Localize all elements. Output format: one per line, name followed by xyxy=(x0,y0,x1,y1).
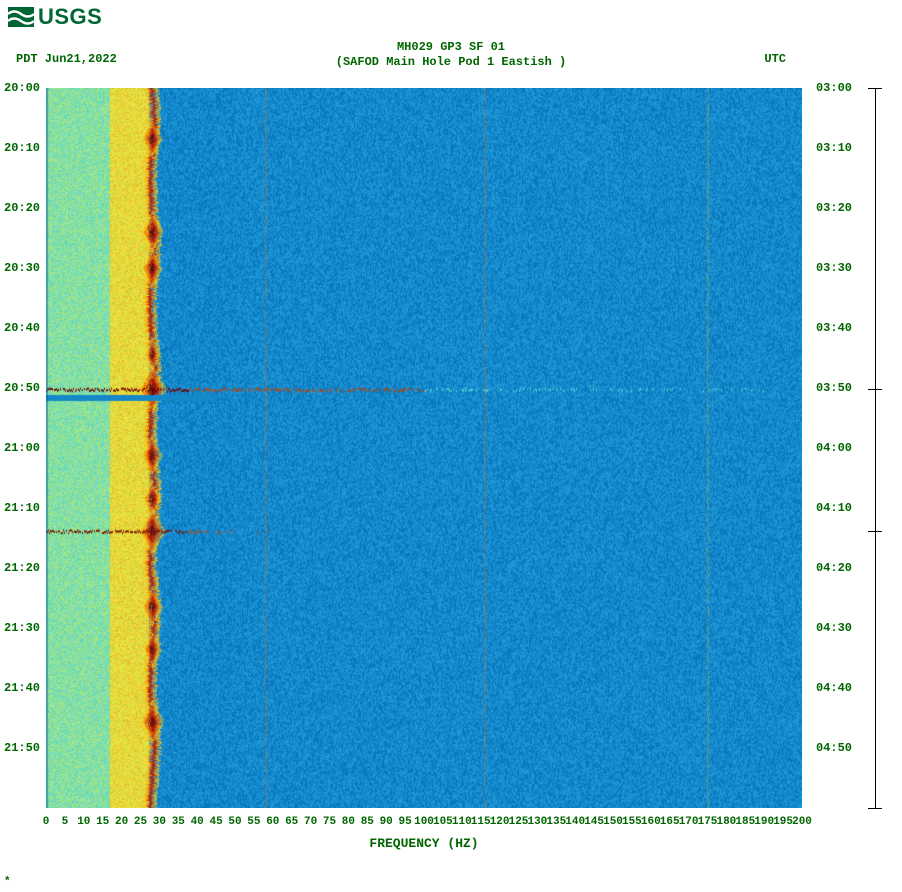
y-left-tick: 21:10 xyxy=(4,501,40,515)
x-tick: 15 xyxy=(96,816,109,828)
x-tick: 125 xyxy=(509,816,529,828)
y-right-tick: 03:00 xyxy=(816,81,852,95)
x-tick: 60 xyxy=(266,816,279,828)
x-tick: 30 xyxy=(153,816,166,828)
amplitude-scale xyxy=(862,88,888,808)
x-tick: 105 xyxy=(433,816,453,828)
x-tick: 160 xyxy=(641,816,661,828)
x-axis-label: FREQUENCY (HZ) xyxy=(46,836,802,851)
y-right-tick: 03:20 xyxy=(816,201,852,215)
x-tick: 135 xyxy=(546,816,566,828)
x-tick: 175 xyxy=(698,816,718,828)
x-tick: 190 xyxy=(754,816,774,828)
x-tick: 110 xyxy=(452,816,472,828)
footer-mark: * xyxy=(4,876,11,888)
y-right-tick: 04:20 xyxy=(816,561,852,575)
x-tick: 115 xyxy=(471,816,491,828)
x-tick: 75 xyxy=(323,816,336,828)
y-left-tick: 21:00 xyxy=(4,441,40,455)
usgs-logo: USGS xyxy=(8,4,102,30)
x-tick: 170 xyxy=(679,816,699,828)
x-tick: 70 xyxy=(304,816,317,828)
y-left-tick: 20:20 xyxy=(4,201,40,215)
wave-icon xyxy=(8,7,34,27)
y-left-tick: 21:30 xyxy=(4,621,40,635)
x-tick: 195 xyxy=(773,816,793,828)
x-tick: 155 xyxy=(622,816,642,828)
x-tick: 5 xyxy=(62,816,69,828)
x-tick: 10 xyxy=(77,816,90,828)
y-right-tick: 03:10 xyxy=(816,141,852,155)
scale-line xyxy=(875,88,876,808)
x-tick: 95 xyxy=(398,816,411,828)
y-left-tick: 21:50 xyxy=(4,741,40,755)
x-tick: 165 xyxy=(660,816,680,828)
x-tick: 35 xyxy=(172,816,185,828)
x-tick: 20 xyxy=(115,816,128,828)
y-right-tick: 03:40 xyxy=(816,321,852,335)
x-tick: 100 xyxy=(414,816,434,828)
x-tick: 145 xyxy=(584,816,604,828)
x-tick: 80 xyxy=(342,816,355,828)
scale-tick xyxy=(868,531,882,532)
x-tick: 150 xyxy=(603,816,623,828)
x-tick: 140 xyxy=(565,816,585,828)
y-right-tick: 04:40 xyxy=(816,681,852,695)
header-left: PDT Jun21,2022 xyxy=(16,52,117,66)
y-left-tick: 21:40 xyxy=(4,681,40,695)
x-tick: 130 xyxy=(527,816,547,828)
x-tick: 85 xyxy=(361,816,374,828)
y-left-tick: 21:20 xyxy=(4,561,40,575)
scale-tick xyxy=(868,88,882,89)
x-tick: 55 xyxy=(247,816,260,828)
x-tick: 25 xyxy=(134,816,147,828)
y-right-tick: 04:10 xyxy=(816,501,852,515)
scale-tick xyxy=(868,808,882,809)
y-left-tick: 20:10 xyxy=(4,141,40,155)
spectrogram-canvas xyxy=(46,88,802,808)
x-tick: 120 xyxy=(490,816,510,828)
x-tick: 40 xyxy=(191,816,204,828)
y-right-tick: 03:50 xyxy=(816,381,852,395)
x-tick: 50 xyxy=(228,816,241,828)
scale-tick xyxy=(868,389,882,390)
spectrogram-plot xyxy=(46,88,802,808)
y-right-tick: 04:50 xyxy=(816,741,852,755)
y-axis-left-pdt: 20:0020:1020:2020:3020:4020:5021:0021:10… xyxy=(0,88,44,808)
x-tick: 90 xyxy=(380,816,393,828)
y-right-tick: 04:00 xyxy=(816,441,852,455)
header-right: UTC xyxy=(764,52,786,66)
y-left-tick: 20:40 xyxy=(4,321,40,335)
y-left-tick: 20:30 xyxy=(4,261,40,275)
y-left-tick: 20:00 xyxy=(4,81,40,95)
x-tick: 65 xyxy=(285,816,298,828)
y-right-tick: 04:30 xyxy=(816,621,852,635)
x-tick: 45 xyxy=(209,816,222,828)
x-tick: 180 xyxy=(716,816,736,828)
y-axis-right-utc: 03:0003:1003:2003:3003:4003:5004:0004:10… xyxy=(804,88,856,808)
logo-text: USGS xyxy=(38,4,102,30)
y-left-tick: 20:50 xyxy=(4,381,40,395)
x-tick: 0 xyxy=(43,816,50,828)
x-tick: 185 xyxy=(735,816,755,828)
x-tick: 200 xyxy=(792,816,812,828)
y-right-tick: 03:30 xyxy=(816,261,852,275)
